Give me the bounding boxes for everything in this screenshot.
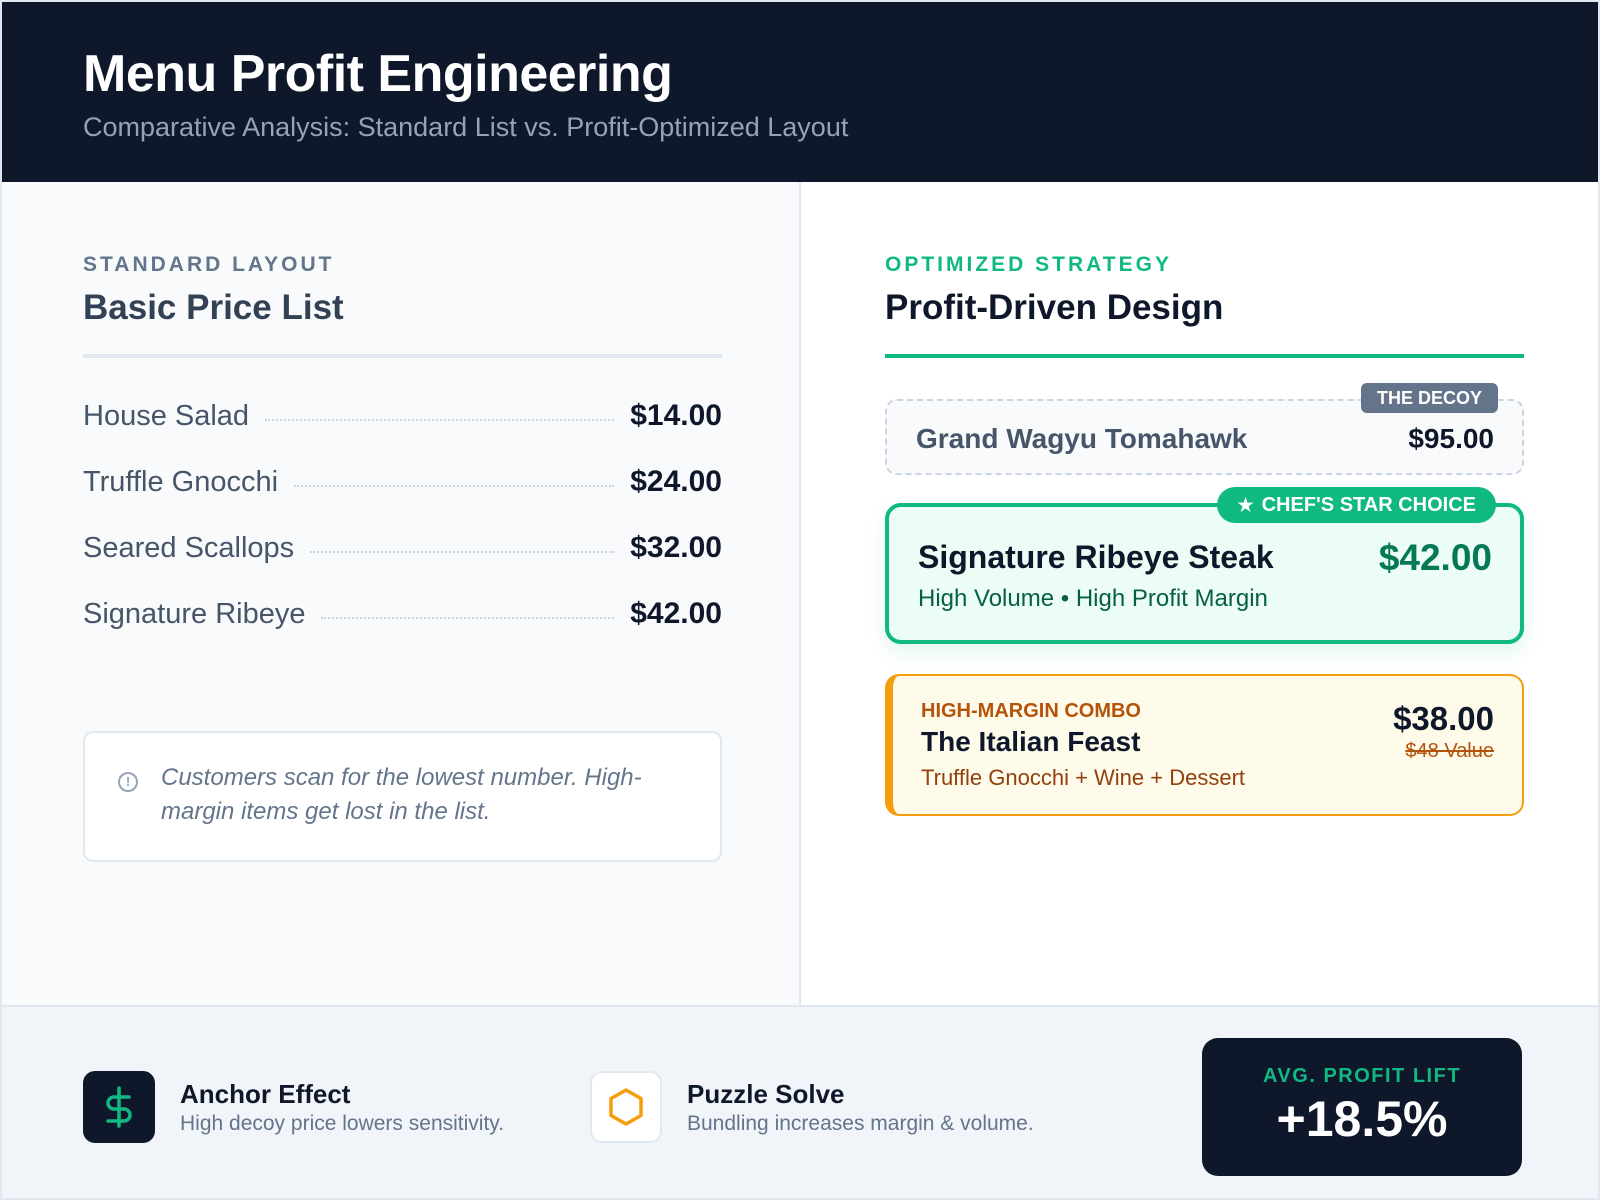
standard-divider [83,354,722,358]
feature-puzzle-solve: Puzzle Solve Bundling increases margin &… [590,1071,1034,1143]
item-name: House Salad [83,400,250,432]
hexagon-icon [590,1071,662,1143]
stat-value: +18.5% [1276,1091,1448,1147]
dot-leader [321,617,615,619]
page-subtitle: Comparative Analysis: Standard List vs. … [83,112,849,142]
combo-description: Truffle Gnocchi + Wine + Dessert [921,765,1246,790]
dollar-icon [83,1071,155,1143]
combo-name: The Italian Feast [921,726,1141,757]
chef-choice-label: CHEF'S STAR CHOICE [1261,494,1476,516]
price-list-item: House Salad $14.00 [83,399,722,439]
optimized-eyebrow: OPTIMIZED STRATEGY [885,253,1172,276]
optimized-title: Profit-Driven Design [885,288,1224,327]
star-item-card: ★ CHEF'S STAR CHOICE Signature Ribeye St… [885,487,1524,644]
feature-description: High decoy price lowers sensitivity. [180,1111,505,1135]
combo-label: HIGH-MARGIN COMBO [921,700,1141,722]
profit-lift-stat: AVG. PROFIT LIFT +18.5% [1202,1038,1522,1176]
page-title: Menu Profit Engineering [83,45,673,103]
star-icon: ★ [1237,495,1254,515]
chef-choice-badge: ★ CHEF'S STAR CHOICE [1217,487,1496,523]
decoy-item-card: THE DECOY Grand Wagyu Tomahawk $95.00 [885,383,1524,475]
info-circle-icon: ! [118,772,138,792]
combo-item-card: HIGH-MARGIN COMBO The Italian Feast Truf… [885,674,1524,816]
page-header: Menu Profit Engineering Comparative Anal… [2,2,1598,182]
feature-description: Bundling increases margin & volume. [687,1111,1034,1135]
item-name: Truffle Gnocchi [83,466,279,498]
standard-title: Basic Price List [83,288,344,327]
star-item-meta: High Volume • High Profit Margin [918,585,1268,612]
combo-price: $38.00 [1393,700,1494,737]
item-price: $14.00 [630,399,722,432]
decoy-item-price: $95.00 [1408,423,1494,454]
star-item-name: Signature Ribeye Steak [918,539,1274,575]
standard-layout-panel: STANDARD LAYOUT Basic Price List House S… [2,182,801,1005]
item-name: Signature Ribeye [83,598,306,630]
optimized-divider [885,354,1524,358]
item-price: $32.00 [630,531,722,564]
combo-original-value: $48 Value [1405,740,1494,762]
item-price: $42.00 [630,597,722,630]
standard-eyebrow: STANDARD LAYOUT [83,253,335,276]
decoy-item-name: Grand Wagyu Tomahawk [916,423,1248,454]
feature-anchor-effect: Anchor Effect High decoy price lowers se… [83,1071,504,1143]
item-price: $24.00 [630,465,722,498]
dot-leader [294,485,615,487]
dot-leader [265,419,615,421]
feature-title: Anchor Effect [180,1078,351,1109]
stat-label: AVG. PROFIT LIFT [1262,1065,1462,1087]
feature-title: Puzzle Solve [687,1078,845,1109]
price-list-item: Truffle Gnocchi $24.00 [83,465,722,505]
insights-footer: Anchor Effect High decoy price lowers se… [2,1005,1598,1198]
standard-note-card: ! Customers scan for the lowest number. … [83,731,722,862]
price-list-item: Seared Scallops $32.00 [83,531,722,571]
price-list-item: Signature Ribeye $42.00 [83,597,722,637]
dot-leader [310,551,615,553]
optimized-layout-panel: OPTIMIZED STRATEGY Profit-Driven Design … [801,182,1598,1005]
star-item-price: $42.00 [1378,537,1492,578]
decoy-badge: THE DECOY [1360,383,1498,413]
note-text: Customers scan for the lowest number. Hi… [161,764,642,825]
item-name: Seared Scallops [83,532,295,564]
